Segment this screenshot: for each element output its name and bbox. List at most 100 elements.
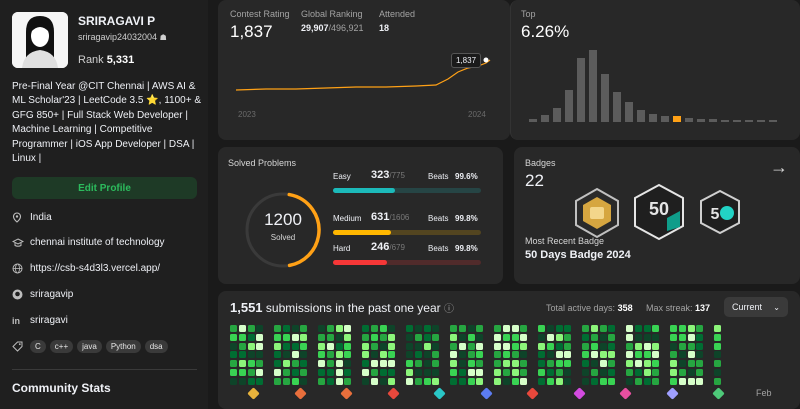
heatmap-cell[interactable] (714, 360, 721, 368)
monthly-badge-icon[interactable] (479, 387, 493, 400)
heatmap-cell[interactable] (432, 351, 440, 359)
heatmap-cell[interactable] (326, 369, 334, 376)
heatmap-cell[interactable] (502, 351, 510, 359)
heatmap-cell[interactable] (406, 369, 413, 376)
heatmap-cell[interactable] (467, 333, 475, 341)
monthly-badge-icon[interactable] (712, 387, 725, 400)
heatmap-cell[interactable] (555, 360, 563, 368)
heatmap-cell[interactable] (634, 360, 642, 368)
heatmap-cell[interactable] (546, 333, 554, 341)
heatmap-cell[interactable] (274, 369, 281, 376)
github-link[interactable]: sriragavip (30, 289, 74, 300)
heatmap-cell[interactable] (555, 351, 563, 359)
heatmap-cell[interactable] (318, 369, 325, 376)
heatmap-cell[interactable] (652, 333, 660, 341)
arrow-right-icon[interactable]: → (770, 157, 788, 177)
heatmap-cell[interactable] (626, 333, 633, 341)
heatmap-cell[interactable] (687, 369, 695, 376)
heatmap-cell[interactable] (335, 369, 343, 376)
heatmap-cell[interactable] (511, 360, 519, 368)
heatmap-cell[interactable] (564, 369, 572, 376)
heatmap-cell[interactable] (476, 360, 484, 368)
heatmap-cell[interactable] (450, 351, 457, 359)
heatmap-cell[interactable] (379, 369, 387, 376)
heatmap-cell[interactable] (599, 333, 607, 341)
heatmap-cell[interactable] (291, 325, 299, 332)
heatmap-cell[interactable] (432, 342, 440, 350)
heatmap-cell[interactable] (458, 377, 466, 385)
heatmap-cell[interactable] (458, 325, 466, 332)
heatmap-cell[interactable] (599, 342, 607, 350)
skill-tag[interactable]: c++ (49, 340, 74, 353)
heatmap-cell[interactable] (423, 369, 431, 376)
heatmap-cell[interactable] (546, 342, 554, 350)
heatmap-cell[interactable] (370, 342, 378, 350)
heatmap-cell[interactable] (326, 377, 334, 385)
heatmap-cell[interactable] (256, 342, 264, 350)
heatmap-cell[interactable] (247, 342, 255, 350)
heatmap-cell[interactable] (300, 351, 308, 359)
heatmap-cell[interactable] (634, 333, 642, 341)
heatmap-cell[interactable] (379, 351, 387, 359)
heatmap-cell[interactable] (608, 369, 616, 376)
heatmap-cell[interactable] (502, 369, 510, 376)
heatmap-cell[interactable] (564, 377, 572, 385)
heatmap-cell[interactable] (388, 351, 396, 359)
heatmap-cell[interactable] (423, 342, 431, 350)
heatmap-cell[interactable] (370, 369, 378, 376)
heatmap-cell[interactable] (230, 325, 237, 332)
heatmap-cell[interactable] (238, 360, 246, 368)
heatmap-cell[interactable] (511, 369, 519, 376)
heatmap-cell[interactable] (326, 333, 334, 341)
heatmap-cell[interactable] (379, 333, 387, 341)
heatmap-cell[interactable] (370, 325, 378, 332)
heatmap-cell[interactable] (643, 360, 651, 368)
heatmap-cell[interactable] (423, 333, 431, 341)
heatmap-cell[interactable] (335, 360, 343, 368)
heatmap-cell[interactable] (511, 342, 519, 350)
heatmap-cell[interactable] (406, 377, 413, 385)
heatmap-cell[interactable] (520, 333, 528, 341)
heatmap-cell[interactable] (414, 377, 422, 385)
heatmap-cell[interactable] (362, 342, 369, 350)
heatmap-cell[interactable] (546, 360, 554, 368)
heatmap-cell[interactable] (696, 360, 704, 368)
heatmap-cell[interactable] (274, 325, 281, 332)
monthly-badge-icon[interactable] (433, 387, 446, 400)
heatmap-cell[interactable] (643, 369, 651, 376)
heatmap-cell[interactable] (335, 325, 343, 332)
heatmap-cell[interactable] (406, 333, 413, 341)
heatmap-cell[interactable] (291, 333, 299, 341)
monthly-badge-icon[interactable] (386, 387, 400, 400)
rating-distribution-histogram[interactable] (529, 48, 799, 124)
heatmap-cell[interactable] (274, 377, 281, 385)
heatmap-cell[interactable] (608, 342, 616, 350)
heatmap-cell[interactable] (379, 325, 387, 332)
skill-tag[interactable]: C (30, 340, 46, 353)
heatmap-cell[interactable] (256, 377, 264, 385)
heatmap-cell[interactable] (458, 360, 466, 368)
heatmap-cell[interactable] (714, 377, 721, 385)
heatmap-cell[interactable] (670, 377, 677, 385)
heatmap-cell[interactable] (344, 360, 352, 368)
heatmap-cell[interactable] (282, 333, 290, 341)
heatmap-cell[interactable] (608, 333, 616, 341)
heatmap-cell[interactable] (564, 360, 572, 368)
heatmap-cell[interactable] (696, 377, 704, 385)
heatmap-cell[interactable] (696, 351, 704, 359)
heatmap-cell[interactable] (643, 333, 651, 341)
heatmap-cell[interactable] (590, 360, 598, 368)
heatmap-cell[interactable] (608, 351, 616, 359)
heatmap-cell[interactable] (678, 377, 686, 385)
heatmap-cell[interactable] (582, 377, 589, 385)
heatmap-cell[interactable] (582, 351, 589, 359)
heatmap-cell[interactable] (282, 377, 290, 385)
heatmap-cell[interactable] (230, 342, 237, 350)
heatmap-cell[interactable] (590, 369, 598, 376)
heatmap-cell[interactable] (643, 377, 651, 385)
heatmap-cell[interactable] (476, 369, 484, 376)
heatmap-cell[interactable] (238, 325, 246, 332)
heatmap-cell[interactable] (406, 351, 413, 359)
heatmap-cell[interactable] (582, 369, 589, 376)
heatmap-cell[interactable] (643, 351, 651, 359)
